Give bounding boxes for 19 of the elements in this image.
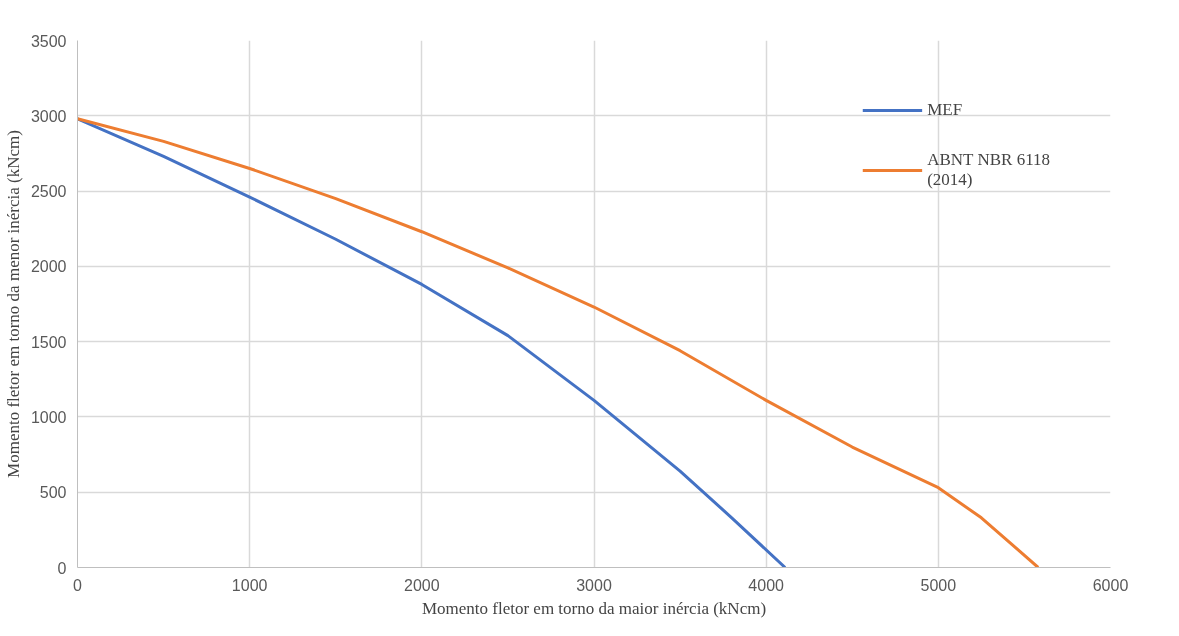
- x-tick-label: 0: [73, 576, 83, 594]
- x-tick-label: 4000: [748, 576, 785, 594]
- x-tick-label: 5000: [920, 576, 957, 594]
- y-tick-label: 2500: [30, 183, 67, 201]
- x-tick-label: 2000: [404, 576, 440, 594]
- x-tick-label: 3000: [576, 576, 612, 594]
- x-tick-label: 6000: [1092, 576, 1129, 594]
- y-tick-label: 1000: [30, 408, 67, 426]
- y-tick-label: 0: [57, 559, 67, 577]
- legend-label: MEF: [927, 100, 963, 120]
- legend-label: ABNT NBR 6118 (2014): [927, 150, 1050, 190]
- y-tick-label: 2000: [30, 258, 67, 276]
- x-tick-label: 1000: [231, 576, 268, 594]
- y-tick-label: 3500: [30, 32, 67, 50]
- y-axis-title: Momento fletor em torno da menor inércia (kNcm): [3, 130, 23, 478]
- x-axis-title: Momento fletor em torno da maior inércia (kNcm): [421, 598, 767, 618]
- y-tick-label: 1500: [30, 333, 67, 351]
- y-tick-label: 3000: [30, 107, 67, 125]
- y-tick-label: 500: [39, 484, 67, 502]
